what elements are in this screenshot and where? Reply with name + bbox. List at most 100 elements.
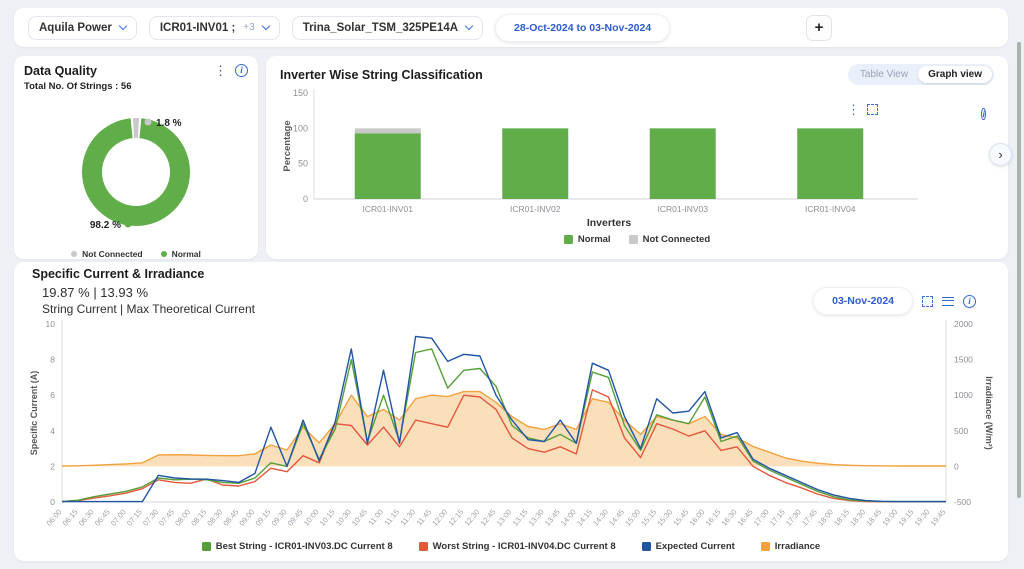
inverter-classification-card: Inverter Wise String Classification Tabl… bbox=[266, 56, 1008, 259]
legend-dot bbox=[71, 251, 78, 257]
data-quality-legend: Not Connected Normal bbox=[24, 249, 248, 259]
menu-icon[interactable] bbox=[942, 296, 954, 306]
svg-text:13:00: 13:00 bbox=[495, 508, 514, 528]
svg-text:ICR01-INV01: ICR01-INV01 bbox=[362, 204, 413, 214]
svg-text:Inverters: Inverters bbox=[587, 217, 632, 227]
svg-text:0: 0 bbox=[954, 461, 959, 471]
svg-text:07:15: 07:15 bbox=[125, 508, 144, 528]
svg-text:100: 100 bbox=[293, 123, 308, 133]
svg-text:15:30: 15:30 bbox=[655, 508, 674, 528]
chevron-down-icon bbox=[261, 21, 270, 31]
svg-text:10:00: 10:00 bbox=[302, 508, 321, 528]
module-dropdown[interactable]: Trina_Solar_TSM_325PE14A bbox=[291, 15, 484, 40]
legend-label: Irradiance bbox=[774, 541, 821, 552]
svg-text:10:30: 10:30 bbox=[334, 508, 353, 528]
legend-label: Expected Current bbox=[655, 541, 735, 552]
legend-label: Not Connected bbox=[82, 249, 143, 259]
kebab-menu-icon[interactable] bbox=[214, 66, 227, 76]
svg-text:50: 50 bbox=[298, 159, 308, 169]
legend-label: Normal bbox=[171, 249, 201, 259]
inverter-dropdown-value: ICR01-INV01 ; bbox=[159, 21, 236, 34]
chart-date-button[interactable]: 03-Nov-2024 bbox=[813, 287, 913, 315]
inverter-chart-title: Inverter Wise String Classification bbox=[280, 67, 483, 82]
svg-text:14:00: 14:00 bbox=[559, 508, 578, 528]
svg-text:18:15: 18:15 bbox=[832, 508, 851, 528]
info-icon[interactable] bbox=[235, 64, 248, 77]
view-toggle: Table View Graph view bbox=[847, 64, 994, 85]
svg-text:14:15: 14:15 bbox=[575, 508, 594, 528]
add-widget-button[interactable]: + bbox=[806, 14, 832, 41]
svg-text:06:00: 06:00 bbox=[45, 508, 64, 528]
svg-text:ICR01-INV02: ICR01-INV02 bbox=[510, 204, 561, 214]
info-icon[interactable] bbox=[981, 108, 986, 120]
legend-swatch bbox=[418, 542, 428, 551]
legend-item: Worst String - ICR01-INV04.DC Current 8 bbox=[418, 541, 616, 552]
expand-icon[interactable] bbox=[922, 295, 933, 307]
svg-text:19:00: 19:00 bbox=[880, 508, 899, 528]
kebab-menu-icon[interactable] bbox=[847, 105, 860, 115]
svg-text:17:30: 17:30 bbox=[784, 508, 803, 528]
current-chart-legend: Best String - ICR01-INV03.DC Current 8 Wo… bbox=[28, 541, 994, 552]
svg-text:17:00: 17:00 bbox=[752, 508, 771, 528]
svg-text:06:15: 06:15 bbox=[61, 508, 80, 528]
svg-text:15:45: 15:45 bbox=[671, 508, 690, 528]
svg-text:09:15: 09:15 bbox=[254, 508, 273, 528]
svg-text:16:15: 16:15 bbox=[704, 508, 723, 528]
svg-text:16:00: 16:00 bbox=[687, 508, 706, 528]
svg-text:500: 500 bbox=[954, 426, 968, 436]
svg-text:06:45: 06:45 bbox=[93, 508, 112, 528]
svg-text:14:45: 14:45 bbox=[607, 508, 626, 528]
inverter-chart-legend: Normal Not Connected bbox=[280, 234, 994, 245]
svg-text:09:30: 09:30 bbox=[270, 508, 289, 528]
expand-icon[interactable] bbox=[867, 104, 878, 115]
svg-text:Specific Current (A): Specific Current (A) bbox=[29, 371, 39, 456]
legend-item: Irradiance bbox=[760, 541, 821, 552]
inverter-bar-chart: 0 50 100 150 ICR01-INV01 ICR01-INV02 ICR01-INV… bbox=[280, 85, 994, 232]
legend-swatch bbox=[628, 235, 638, 244]
inverter-dropdown[interactable]: ICR01-INV01 ; +3 bbox=[148, 15, 280, 40]
table-view-toggle[interactable]: Table View bbox=[859, 69, 909, 80]
specific-current-card: Specific Current & Irradiance 19.87 % | … bbox=[14, 262, 1008, 561]
svg-text:16:45: 16:45 bbox=[736, 508, 755, 528]
svg-text:18:30: 18:30 bbox=[848, 508, 867, 528]
svg-text:19:15: 19:15 bbox=[896, 508, 915, 528]
svg-text:19:45: 19:45 bbox=[929, 508, 948, 528]
svg-text:16:30: 16:30 bbox=[720, 508, 739, 528]
svg-text:11:45: 11:45 bbox=[415, 508, 434, 528]
svg-text:0: 0 bbox=[50, 497, 55, 507]
info-icon[interactable] bbox=[963, 294, 976, 308]
svg-text:98.2 %: 98.2 % bbox=[90, 220, 121, 231]
svg-text:0: 0 bbox=[303, 194, 308, 204]
scrollbar[interactable] bbox=[1017, 42, 1021, 498]
svg-text:-500: -500 bbox=[954, 497, 971, 507]
data-quality-donut-chart: 1.8 % 98.2 % bbox=[24, 92, 248, 249]
legend-dot bbox=[160, 251, 167, 257]
graph-view-toggle[interactable]: Graph view bbox=[918, 66, 992, 83]
plant-dropdown[interactable]: Aquila Power bbox=[28, 15, 137, 40]
svg-text:1000: 1000 bbox=[954, 390, 973, 400]
legend-item: Best String - ICR01-INV03.DC Current 8 bbox=[201, 541, 393, 552]
current-chart-title: Specific Current & Irradiance bbox=[32, 267, 205, 281]
inverter-dropdown-more-count: +3 bbox=[243, 22, 255, 33]
svg-text:Percentage: Percentage bbox=[282, 120, 293, 171]
next-panel-button[interactable]: › bbox=[989, 143, 1012, 166]
svg-text:10:15: 10:15 bbox=[318, 508, 337, 528]
svg-text:4: 4 bbox=[50, 426, 55, 436]
legend-item: Expected Current bbox=[641, 541, 735, 552]
plant-dropdown-value: Aquila Power bbox=[39, 21, 112, 34]
legend-label: Not Connected bbox=[642, 234, 711, 245]
date-range-button[interactable]: 28-Oct-2024 to 03-Nov-2024 bbox=[495, 13, 671, 42]
svg-text:19:30: 19:30 bbox=[912, 508, 931, 528]
svg-text:12:45: 12:45 bbox=[479, 508, 498, 528]
legend-item: Not Connected bbox=[71, 249, 143, 259]
svg-text:15:00: 15:00 bbox=[623, 508, 642, 528]
svg-text:150: 150 bbox=[293, 88, 308, 98]
svg-text:10: 10 bbox=[46, 319, 56, 329]
current-irradiance-line-chart: 0 2 4 6 8 10 -500 0 500 1000 1500 2000 06:00 06:15 06:… bbox=[28, 316, 994, 541]
svg-text:6: 6 bbox=[50, 390, 55, 400]
svg-text:Irradiance (W/m²): Irradiance (W/m²) bbox=[984, 376, 994, 450]
legend-label: Worst String - ICR01-INV04.DC Current 8 bbox=[432, 541, 616, 552]
module-dropdown-value: Trina_Solar_TSM_325PE14A bbox=[302, 21, 459, 34]
svg-text:1.8 %: 1.8 % bbox=[156, 118, 182, 129]
